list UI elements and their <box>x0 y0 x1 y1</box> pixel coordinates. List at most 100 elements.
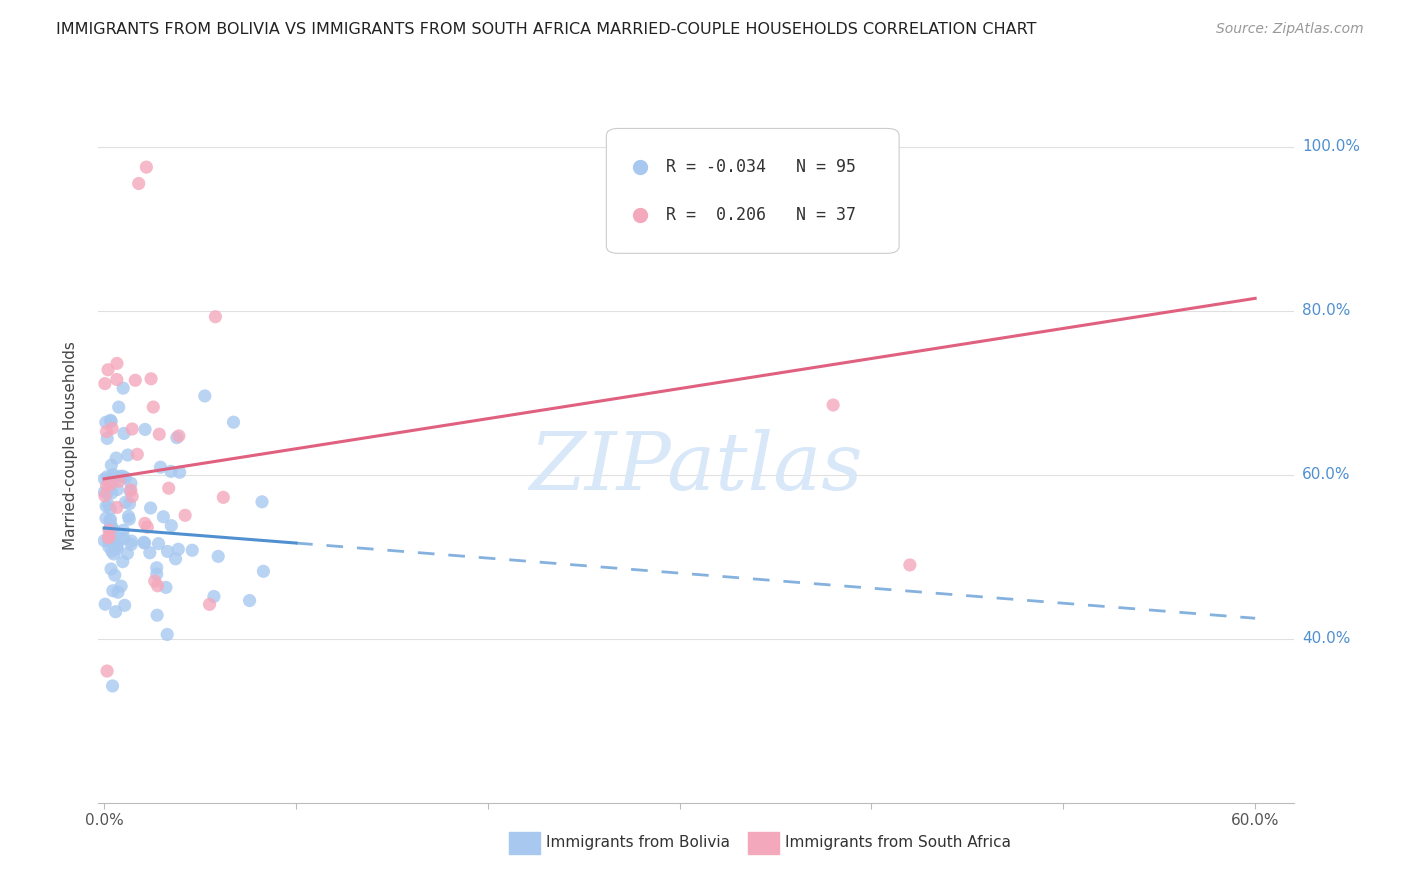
Point <box>103 533 125 548</box>
Point <box>128 177 150 191</box>
Point <box>100 477 122 491</box>
Point <box>166 431 188 445</box>
Text: 100.0%: 100.0% <box>1302 139 1360 154</box>
Point <box>105 539 128 553</box>
Point <box>100 486 122 500</box>
Point <box>108 469 131 483</box>
Point <box>250 495 273 509</box>
Point <box>112 381 135 395</box>
Point <box>142 400 165 414</box>
Text: Source: ZipAtlas.com: Source: ZipAtlas.com <box>1216 22 1364 37</box>
Point <box>100 413 122 427</box>
Text: R = -0.034   N = 95: R = -0.034 N = 95 <box>666 158 856 176</box>
Point <box>823 398 845 412</box>
Point <box>111 555 134 569</box>
Point <box>118 497 141 511</box>
Point <box>145 567 167 582</box>
Point <box>167 542 190 557</box>
Point <box>121 422 143 436</box>
Point <box>101 534 124 549</box>
Point <box>160 518 183 533</box>
Point <box>105 372 128 386</box>
Point <box>117 448 139 462</box>
Point <box>98 477 121 491</box>
Point <box>167 429 190 443</box>
Point <box>96 479 118 493</box>
Point <box>97 363 120 377</box>
Point <box>101 467 124 482</box>
Point <box>157 481 180 495</box>
Text: R =  0.206   N = 37: R = 0.206 N = 37 <box>666 206 856 224</box>
Text: 40.0%: 40.0% <box>1302 632 1350 647</box>
Point <box>212 491 235 505</box>
Point <box>132 535 155 549</box>
Point <box>98 502 121 516</box>
Point <box>93 533 115 548</box>
Text: IMMIGRANTS FROM BOLIVIA VS IMMIGRANTS FROM SOUTH AFRICA MARRIED-COUPLE HOUSEHOLD: IMMIGRANTS FROM BOLIVIA VS IMMIGRANTS FR… <box>56 22 1036 37</box>
Point <box>136 520 159 534</box>
Point <box>97 540 120 554</box>
Point <box>194 389 217 403</box>
Point <box>134 536 156 550</box>
FancyBboxPatch shape <box>606 128 900 253</box>
Point <box>135 160 157 174</box>
Point <box>134 516 156 531</box>
Point <box>94 376 117 391</box>
Point <box>222 415 245 429</box>
Y-axis label: Married-couple Households: Married-couple Households <box>63 342 77 550</box>
Point <box>94 511 117 525</box>
Point <box>252 564 274 578</box>
Point <box>155 581 177 595</box>
Point <box>146 608 169 623</box>
Point <box>121 490 143 504</box>
Point <box>204 310 226 324</box>
Point <box>96 664 118 678</box>
Point <box>100 521 122 535</box>
Point <box>124 373 146 387</box>
Point <box>100 518 122 533</box>
Point <box>146 579 169 593</box>
Point <box>156 627 179 641</box>
Text: Immigrants from Bolivia: Immigrants from Bolivia <box>546 836 730 850</box>
Point <box>110 579 132 593</box>
Point <box>165 551 187 566</box>
Point <box>148 536 170 550</box>
Point <box>239 593 262 607</box>
Point <box>101 679 124 693</box>
Point <box>111 469 134 483</box>
Point <box>103 470 125 484</box>
Point <box>100 526 122 541</box>
Point <box>105 538 128 552</box>
Point <box>110 533 132 547</box>
Point <box>93 485 115 500</box>
Text: 60.0%: 60.0% <box>1302 467 1350 483</box>
Point <box>962 228 984 243</box>
Point <box>94 499 117 513</box>
Point <box>94 489 117 503</box>
Point <box>114 471 136 485</box>
Point <box>94 597 117 611</box>
Point <box>112 426 135 441</box>
Point <box>120 476 142 491</box>
Point <box>97 531 120 545</box>
Point <box>97 529 120 543</box>
Point <box>134 422 156 436</box>
Point <box>100 562 122 576</box>
Bar <box>748 832 779 854</box>
Point <box>96 485 118 500</box>
Point <box>107 400 129 414</box>
Point <box>114 495 136 509</box>
Point <box>100 458 122 472</box>
Point <box>139 501 162 516</box>
Point <box>120 537 142 551</box>
Point <box>156 544 179 558</box>
Point <box>101 583 124 598</box>
Bar <box>509 832 540 854</box>
Point <box>898 558 921 572</box>
Point <box>96 469 118 483</box>
Point <box>152 509 174 524</box>
Point <box>114 599 136 613</box>
Point <box>207 549 229 564</box>
Point <box>112 531 135 545</box>
Point <box>181 543 204 558</box>
